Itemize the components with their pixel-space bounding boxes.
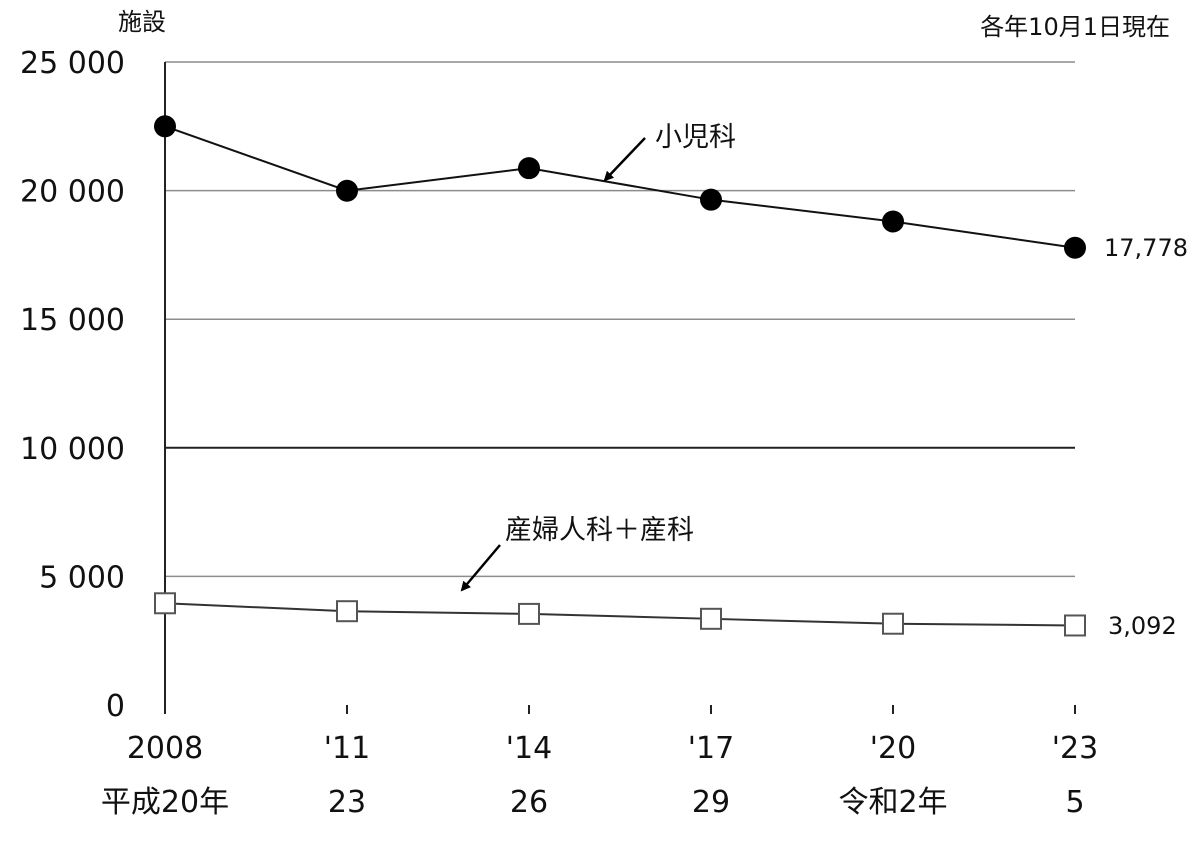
x-tick-label-era: 5 — [1065, 785, 1084, 820]
x-tick-label-era: 29 — [692, 785, 730, 820]
data-point — [154, 592, 176, 615]
x-tick-label: '14 — [506, 731, 552, 766]
series-layer — [154, 115, 1086, 637]
series-label-pediatrics: 小児科 — [655, 122, 736, 153]
data-point — [700, 188, 722, 211]
y-tick-label: 15 000 — [20, 303, 125, 338]
y-tick-label: 10 000 — [20, 432, 125, 467]
series-line — [164, 602, 1076, 627]
end-label-pediatrics: 17,778 — [1104, 234, 1188, 262]
data-point — [700, 607, 722, 630]
series-0 — [154, 115, 1086, 259]
pediatrics-arrow — [603, 137, 646, 182]
x-tick-label: '17 — [688, 731, 734, 766]
x-tick-label-era: 平成20年 — [101, 785, 229, 820]
series-1 — [154, 592, 1086, 637]
series-label-obgyn: 産婦人科＋産科 — [505, 515, 694, 546]
x-axis-ticks — [164, 705, 1076, 714]
y-tick-label: 20 000 — [20, 175, 125, 210]
x-axis-tick-labels: 2008 '11 '14 '17 '20 '23 平成20年 23 26 29 令和2年 5 — [101, 731, 1098, 820]
x-tick-label: '23 — [1052, 731, 1098, 766]
data-point — [518, 602, 540, 625]
y-unit-label: 施設 — [118, 8, 166, 36]
end-label-obgyn: 3,092 — [1108, 612, 1177, 640]
data-point — [336, 600, 358, 623]
obgyn-arrow — [460, 544, 501, 592]
data-point — [882, 612, 904, 635]
x-tick-label-era: 26 — [510, 785, 548, 820]
x-tick-label: '20 — [870, 731, 916, 766]
y-tick-label: 5 000 — [39, 560, 125, 595]
series-line — [164, 125, 1076, 249]
y-tick-label: 25 000 — [20, 46, 125, 81]
data-point — [882, 210, 904, 233]
x-tick-label-era: 23 — [328, 785, 366, 820]
date-note: 各年10月1日現在 — [980, 13, 1170, 41]
y-axis-tick-labels: 0 5 000 10 000 15 000 20 000 25 000 — [20, 46, 125, 724]
gridlines — [165, 61, 1075, 578]
data-point — [336, 179, 358, 202]
data-point — [518, 157, 540, 180]
y-tick-label: 0 — [106, 689, 125, 724]
data-point — [1064, 614, 1086, 637]
data-point — [1064, 236, 1086, 259]
x-tick-label: 2008 — [127, 731, 203, 766]
annotations: 施設 各年10月1日現在 小児科 産婦人科＋産科 17,778 3,092 — [118, 8, 1188, 640]
x-tick-label-era: 令和2年 — [838, 785, 947, 820]
x-tick-label: '11 — [324, 731, 370, 766]
data-point — [154, 115, 176, 138]
